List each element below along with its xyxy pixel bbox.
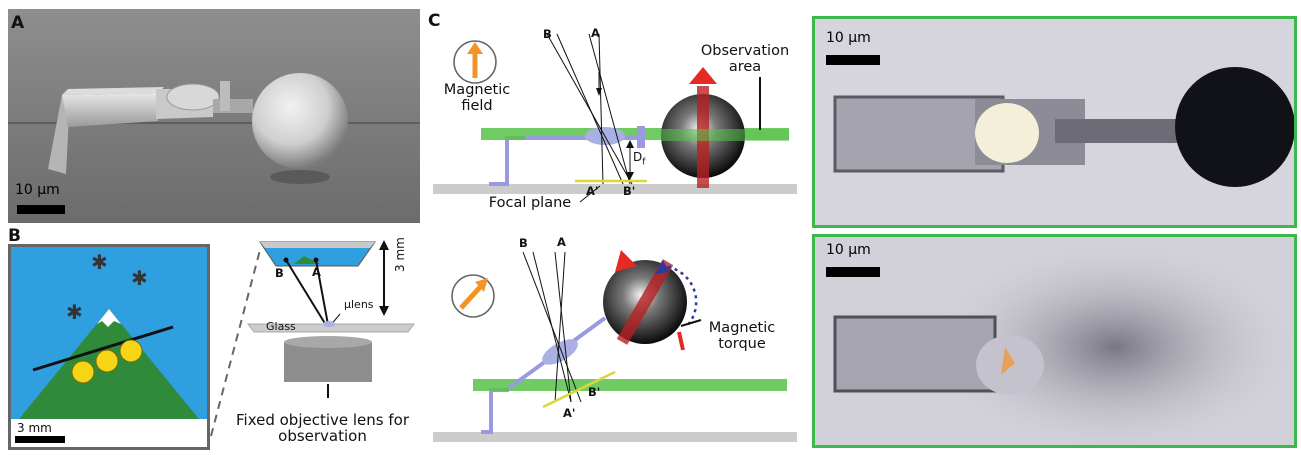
bottom-torque-label: Magnetic torque: [708, 320, 776, 352]
top-observation-label: Observation area: [700, 43, 790, 75]
top-df-main: D: [633, 150, 643, 164]
bottom-img-b: B': [588, 385, 601, 399]
top-df-label: Df: [633, 150, 645, 167]
panel-b-point-b: B: [275, 266, 284, 280]
bottom-ray-b: B: [519, 236, 528, 250]
microrobot-sem-drawing: [8, 73, 420, 184]
svg-text:✱: ✱: [91, 250, 108, 274]
top-ray-a: A: [591, 26, 600, 40]
panel-a-scale-bar: [17, 205, 65, 214]
mountain-drawing: ✱ ✱ ✱: [11, 247, 207, 419]
top-img-a: A': [586, 184, 599, 198]
panel-a-scale-label: 10 µm: [15, 182, 60, 198]
photo-bottom-drawing: [833, 237, 1294, 445]
panel-c-bottom-schematic: [433, 250, 797, 442]
bottom-ray-a: A: [557, 235, 566, 249]
panel-b-scale-label: 3 mm: [17, 421, 52, 435]
top-img-b: B': [623, 184, 636, 198]
bottom-img-a: A': [563, 406, 576, 420]
panel-b-point-a: A: [312, 265, 321, 279]
photo-top: [812, 16, 1297, 228]
panel-b-glass-label: Glass: [266, 320, 296, 333]
top-focal-label: Focal plane: [488, 195, 572, 211]
photo-top-drawing: [833, 67, 1294, 187]
svg-text:✱: ✱: [66, 300, 83, 324]
top-field-label: Magnetic field: [443, 82, 511, 114]
panel-b-scale-bar: [15, 436, 65, 443]
photo-top-scale-label: 10 µm: [826, 30, 871, 46]
photo-bottom-scale-label: 10 µm: [826, 242, 871, 258]
panel-c-label: C: [428, 11, 441, 31]
photo-bottom: [812, 234, 1297, 448]
top-df-sub: f: [642, 157, 646, 168]
top-ray-b: B: [543, 27, 552, 41]
svg-text:✱: ✱: [131, 266, 148, 290]
panel-b-height-label: 3 mm: [393, 237, 407, 272]
photo-top-scale-bar: [826, 55, 880, 65]
panel-b-drawing-frame: ✱ ✱ ✱: [8, 244, 210, 450]
panel-b-lens-label: µlens: [344, 298, 374, 311]
panel-c-top-schematic: [433, 33, 797, 203]
panel-a-label: A: [11, 13, 25, 33]
photo-bottom-scale-bar: [826, 267, 880, 277]
panel-a-sem-image: [8, 9, 420, 223]
panel-b-objective-label: Fixed objective lens for observation: [235, 411, 409, 446]
panel-b-label: B: [8, 226, 21, 246]
panel-b-schematic: [210, 240, 415, 437]
